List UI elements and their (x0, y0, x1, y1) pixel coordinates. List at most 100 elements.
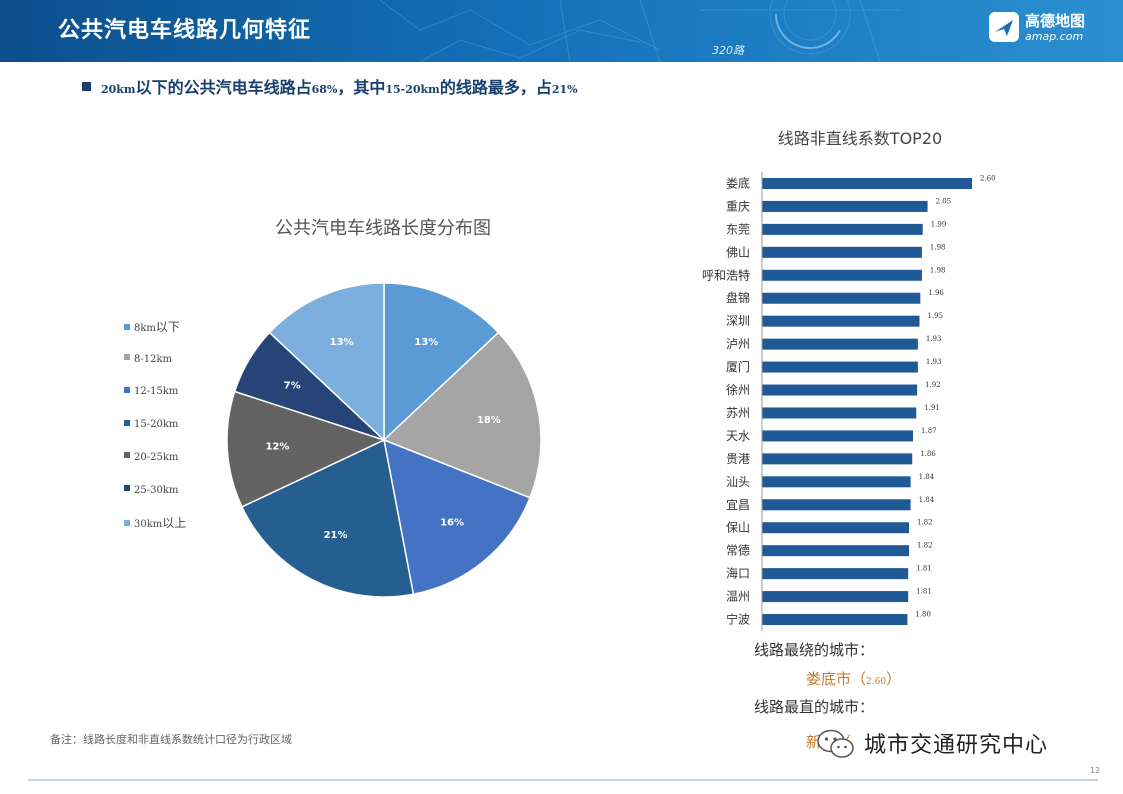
bullet-square-icon (82, 82, 91, 91)
bar-category-label: 贵港 (726, 452, 750, 466)
legend-swatch (124, 519, 130, 526)
header-banner: 公共汽电车线路几何特征 320路 高德地图 amap.com (0, 0, 1123, 62)
bar (762, 591, 909, 603)
bar (762, 384, 918, 396)
footer-divider (28, 779, 1098, 781)
bar (762, 177, 972, 189)
bar-value-label: 2.60 (980, 174, 996, 182)
curviest-city-value: 娄底市（2.60） (806, 668, 901, 689)
amap-logo: 高德地图 amap.com (989, 9, 1109, 49)
legend-swatch (124, 323, 130, 330)
bar (762, 499, 911, 511)
pie-slice (383, 438, 531, 596)
bar-category-label: 宁波 (726, 612, 750, 627)
bar-value-label: 1.84 (919, 473, 935, 481)
bar (762, 522, 909, 534)
bar-chart-title: 线路非直线系数TOP20 (777, 129, 943, 148)
footnote: 备注：线路长度和非直线系数统计口径为行政区域 (50, 733, 292, 746)
bar-value-label: 1.86 (920, 450, 936, 458)
subtitle-part: 以下的公共汽电车线路占 (135, 78, 312, 97)
bar-category-label: 常德 (726, 543, 750, 558)
bar-category-label: 呼和浩特 (702, 267, 750, 282)
bar-category-label: 东莞 (726, 222, 750, 236)
bar-category-label: 天水 (726, 429, 750, 443)
legend-label: 12-15km (134, 386, 179, 398)
bar-value-label: 1.81 (916, 588, 932, 596)
bar (762, 315, 920, 327)
pie-slice-label: 7% (284, 381, 301, 392)
wechat-icon (817, 729, 854, 758)
curviest-city-close: ） (886, 670, 902, 688)
subtitle-part: 20km (101, 83, 136, 96)
bar-value-label: 1.96 (928, 289, 944, 297)
bar-value-label: 1.84 (919, 496, 935, 504)
subtitle-part: 的线路最多，占 (439, 78, 552, 97)
straightest-city-label: 线路最直的城市： (754, 698, 875, 716)
legend-label-suffix: 以下 (155, 320, 180, 334)
legend-item: 8km以下 (124, 318, 180, 335)
bar (762, 545, 909, 557)
bar-value-label: 1.99 (931, 220, 947, 228)
legend-item: 12-15km (124, 383, 178, 397)
bar-value-label: 2.05 (936, 197, 952, 205)
bar (762, 407, 917, 419)
pie-slice-label: 13% (330, 337, 354, 348)
pie-slice-label: 13% (414, 337, 438, 348)
pie-slice (383, 282, 500, 442)
pie-chart: 13% 18% 16% 21% 12% 7% 13% (226, 282, 542, 598)
bar (762, 338, 918, 350)
bar-value-label: 1.91 (924, 404, 940, 412)
bar (762, 292, 921, 304)
bar-value-label: 1.82 (917, 542, 933, 550)
bar (762, 614, 908, 626)
legend-label: 25-30km (134, 484, 179, 496)
watermark-text: 城市交通研究中心 (864, 733, 1049, 758)
legend-item: 30km以上 (124, 514, 186, 531)
slide-title: 公共汽电车线路几何特征 (58, 18, 312, 43)
bar (762, 568, 909, 580)
legend-swatch (124, 354, 130, 361)
bar (762, 430, 914, 442)
bar-value-label: 1.93 (926, 335, 942, 343)
bar-category-label: 盘锦 (726, 290, 750, 305)
bar-value-label: 1.98 (930, 266, 946, 274)
legend-item: 8-12km (124, 351, 172, 365)
bar (762, 476, 911, 488)
page-number: 12 (1090, 766, 1101, 775)
bar (762, 269, 922, 281)
bar-category-label: 佛山 (726, 245, 750, 259)
legend-label: 15-20km (134, 419, 179, 431)
legend-swatch (124, 419, 130, 426)
legend-swatch (124, 485, 130, 491)
bar (762, 246, 922, 258)
bar-category-label: 温州 (726, 590, 750, 604)
bar-value-label: 1.92 (925, 381, 941, 389)
subtitle-part: 21% (551, 83, 578, 96)
legend-item: 15-20km (124, 416, 178, 430)
bar-category-label: 徐州 (726, 382, 750, 397)
legend-label: 30km (134, 519, 163, 531)
bar-category-label: 宜昌 (726, 497, 750, 512)
subtitle-part: 68% (311, 83, 338, 96)
bar-value-label: 1.87 (921, 427, 937, 435)
pie-slice-label: 21% (324, 530, 348, 541)
legend-label: 8-12km (134, 353, 173, 365)
bar-category-label: 泸州 (726, 337, 750, 351)
bar-category-label: 娄底 (726, 175, 750, 190)
bar-value-label: 1.98 (930, 243, 946, 251)
legend-item: 25-30km (124, 482, 178, 496)
legend-swatch (124, 386, 130, 393)
pie-slice-label: 18% (477, 415, 501, 426)
curviest-city-name: 娄底市（ (806, 670, 867, 688)
legend-swatch (124, 452, 130, 459)
header-map-pattern (379, 0, 900, 62)
bar (762, 453, 913, 465)
bar-value-label: 1.80 (915, 611, 931, 619)
bar-value-label: 1.93 (926, 358, 942, 366)
subtitle-part: ，其中 (337, 78, 386, 97)
subtitle-part: 15-20km (385, 83, 440, 96)
bar-category-label: 保山 (726, 521, 750, 535)
pie-slice (240, 438, 415, 598)
bar-category-label: 重庆 (726, 199, 750, 213)
legend-label: 20-25km (134, 451, 179, 463)
